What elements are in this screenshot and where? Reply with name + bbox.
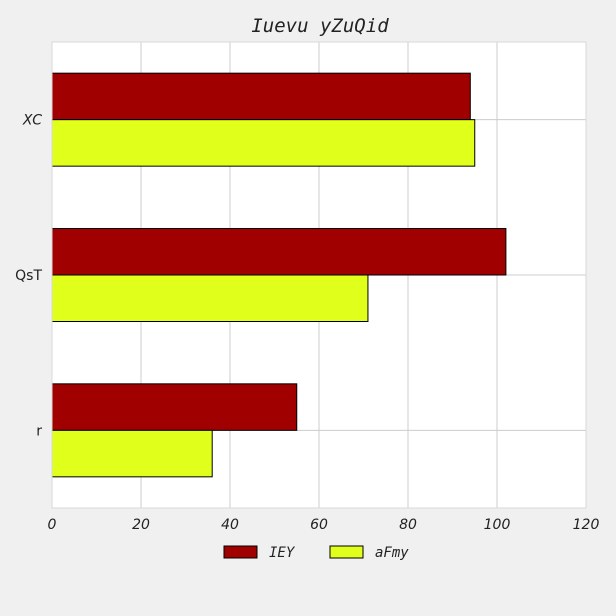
chart-title: Iuevu yZuQid: [251, 15, 389, 37]
legend-label-IEY: IEY: [269, 545, 296, 561]
y-tick-label: XC: [22, 113, 42, 129]
bar-aFmy-r: [51, 429, 213, 478]
x-tick-label: 0: [48, 517, 57, 533]
bar-IEY-r: [51, 383, 298, 431]
y-tick-label: QsT: [15, 268, 42, 284]
bar-aFmy-QsT: [51, 274, 369, 322]
legend-label-aFmy: aFmy: [375, 545, 409, 561]
x-axis-ticks: 0 20 40 60 80 100 120: [48, 517, 600, 533]
legend-swatch-aFmy: [329, 545, 364, 559]
x-tick-label: 20: [132, 517, 150, 533]
y-axis-ticks: XC QsT r: [15, 113, 42, 440]
x-tick-label: 120: [573, 517, 600, 533]
x-tick-label: 60: [310, 517, 328, 533]
legend-swatch-IEY: [223, 545, 258, 559]
bar-IEY-XC: [51, 72, 471, 121]
legend: IEY aFmy: [223, 545, 409, 561]
x-tick-label: 40: [221, 517, 239, 533]
bar-IEY-QsT: [51, 228, 507, 276]
x-tick-label: 80: [399, 517, 417, 533]
bars: [51, 72, 507, 478]
x-tick-label: 100: [484, 517, 511, 533]
y-tick-label: r: [36, 423, 42, 439]
plot-frame: [51, 41, 587, 509]
bar-aFmy-XC: [51, 119, 476, 167]
